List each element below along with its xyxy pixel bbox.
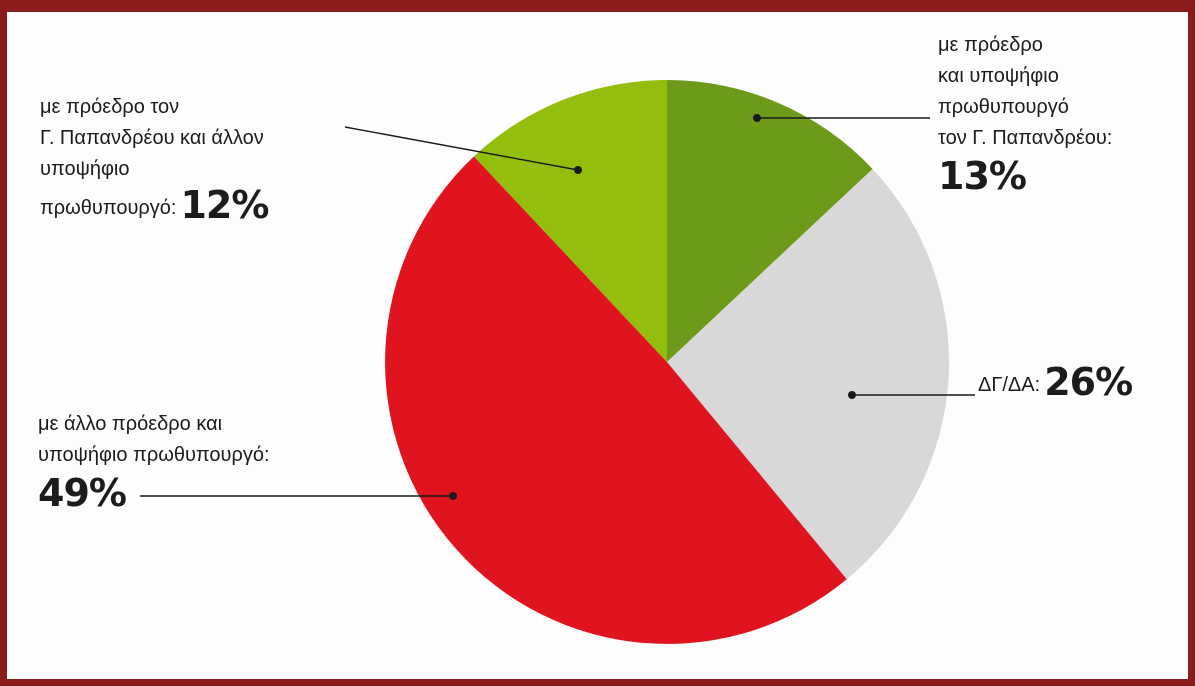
label-12-line-2: Γ. Παπανδρέου και άλλον bbox=[40, 127, 264, 149]
pie-slice-49 bbox=[385, 156, 847, 644]
label-13-percent: με πρόεδρο και υποψήφιο πρωθυπουργό τον … bbox=[938, 30, 1112, 196]
leader-dot-13 bbox=[753, 114, 761, 122]
label-12-percent: με πρόεδρο τον Γ. Παπανδρέου και άλλον υ… bbox=[40, 92, 269, 227]
label-26-text: ΔΓ/ΔΑ: bbox=[978, 374, 1041, 396]
label-49-line-2: υποψήφιο πρωθυπουργό: bbox=[38, 444, 270, 466]
label-49-value: 49% bbox=[38, 471, 127, 515]
pie-slice-13 bbox=[667, 80, 873, 362]
label-13-value: 13% bbox=[938, 154, 1027, 198]
label-13-line-1: με πρόεδρο bbox=[938, 34, 1043, 56]
leader-dot-12 bbox=[574, 166, 582, 174]
label-12-line-3: υποψήφιο bbox=[40, 158, 130, 180]
leader-lines bbox=[140, 114, 975, 500]
pie-slices bbox=[385, 80, 949, 644]
leader-line-12 bbox=[344, 126, 579, 171]
label-12-line-4-text: πρωθυπουργό: bbox=[40, 197, 177, 219]
label-49-percent: με άλλο πρόεδρο και υποψήφιο πρωθυπουργό… bbox=[38, 409, 270, 513]
leader-dot-49 bbox=[449, 492, 457, 500]
label-49-line-1: με άλλο πρόεδρο και bbox=[38, 413, 223, 435]
label-26-percent: ΔΓ/ΔΑ: 26% bbox=[978, 360, 1133, 404]
label-26-value: 26% bbox=[1044, 360, 1133, 404]
leader-dot-26 bbox=[848, 391, 856, 399]
label-12-line-1: με πρόεδρο τον bbox=[40, 96, 180, 118]
label-12-value: 12% bbox=[180, 183, 269, 227]
pie-slice-26 bbox=[667, 168, 949, 580]
label-13-line-2: και υποψήφιο bbox=[938, 65, 1059, 87]
label-13-line-3: πρωθυπουργό bbox=[938, 96, 1069, 118]
label-13-line-4: τον Γ. Παπανδρέου: bbox=[938, 127, 1113, 149]
pie-slice-12 bbox=[473, 80, 667, 362]
label-12-line-4: πρωθυπουργό: 12% bbox=[40, 183, 269, 227]
